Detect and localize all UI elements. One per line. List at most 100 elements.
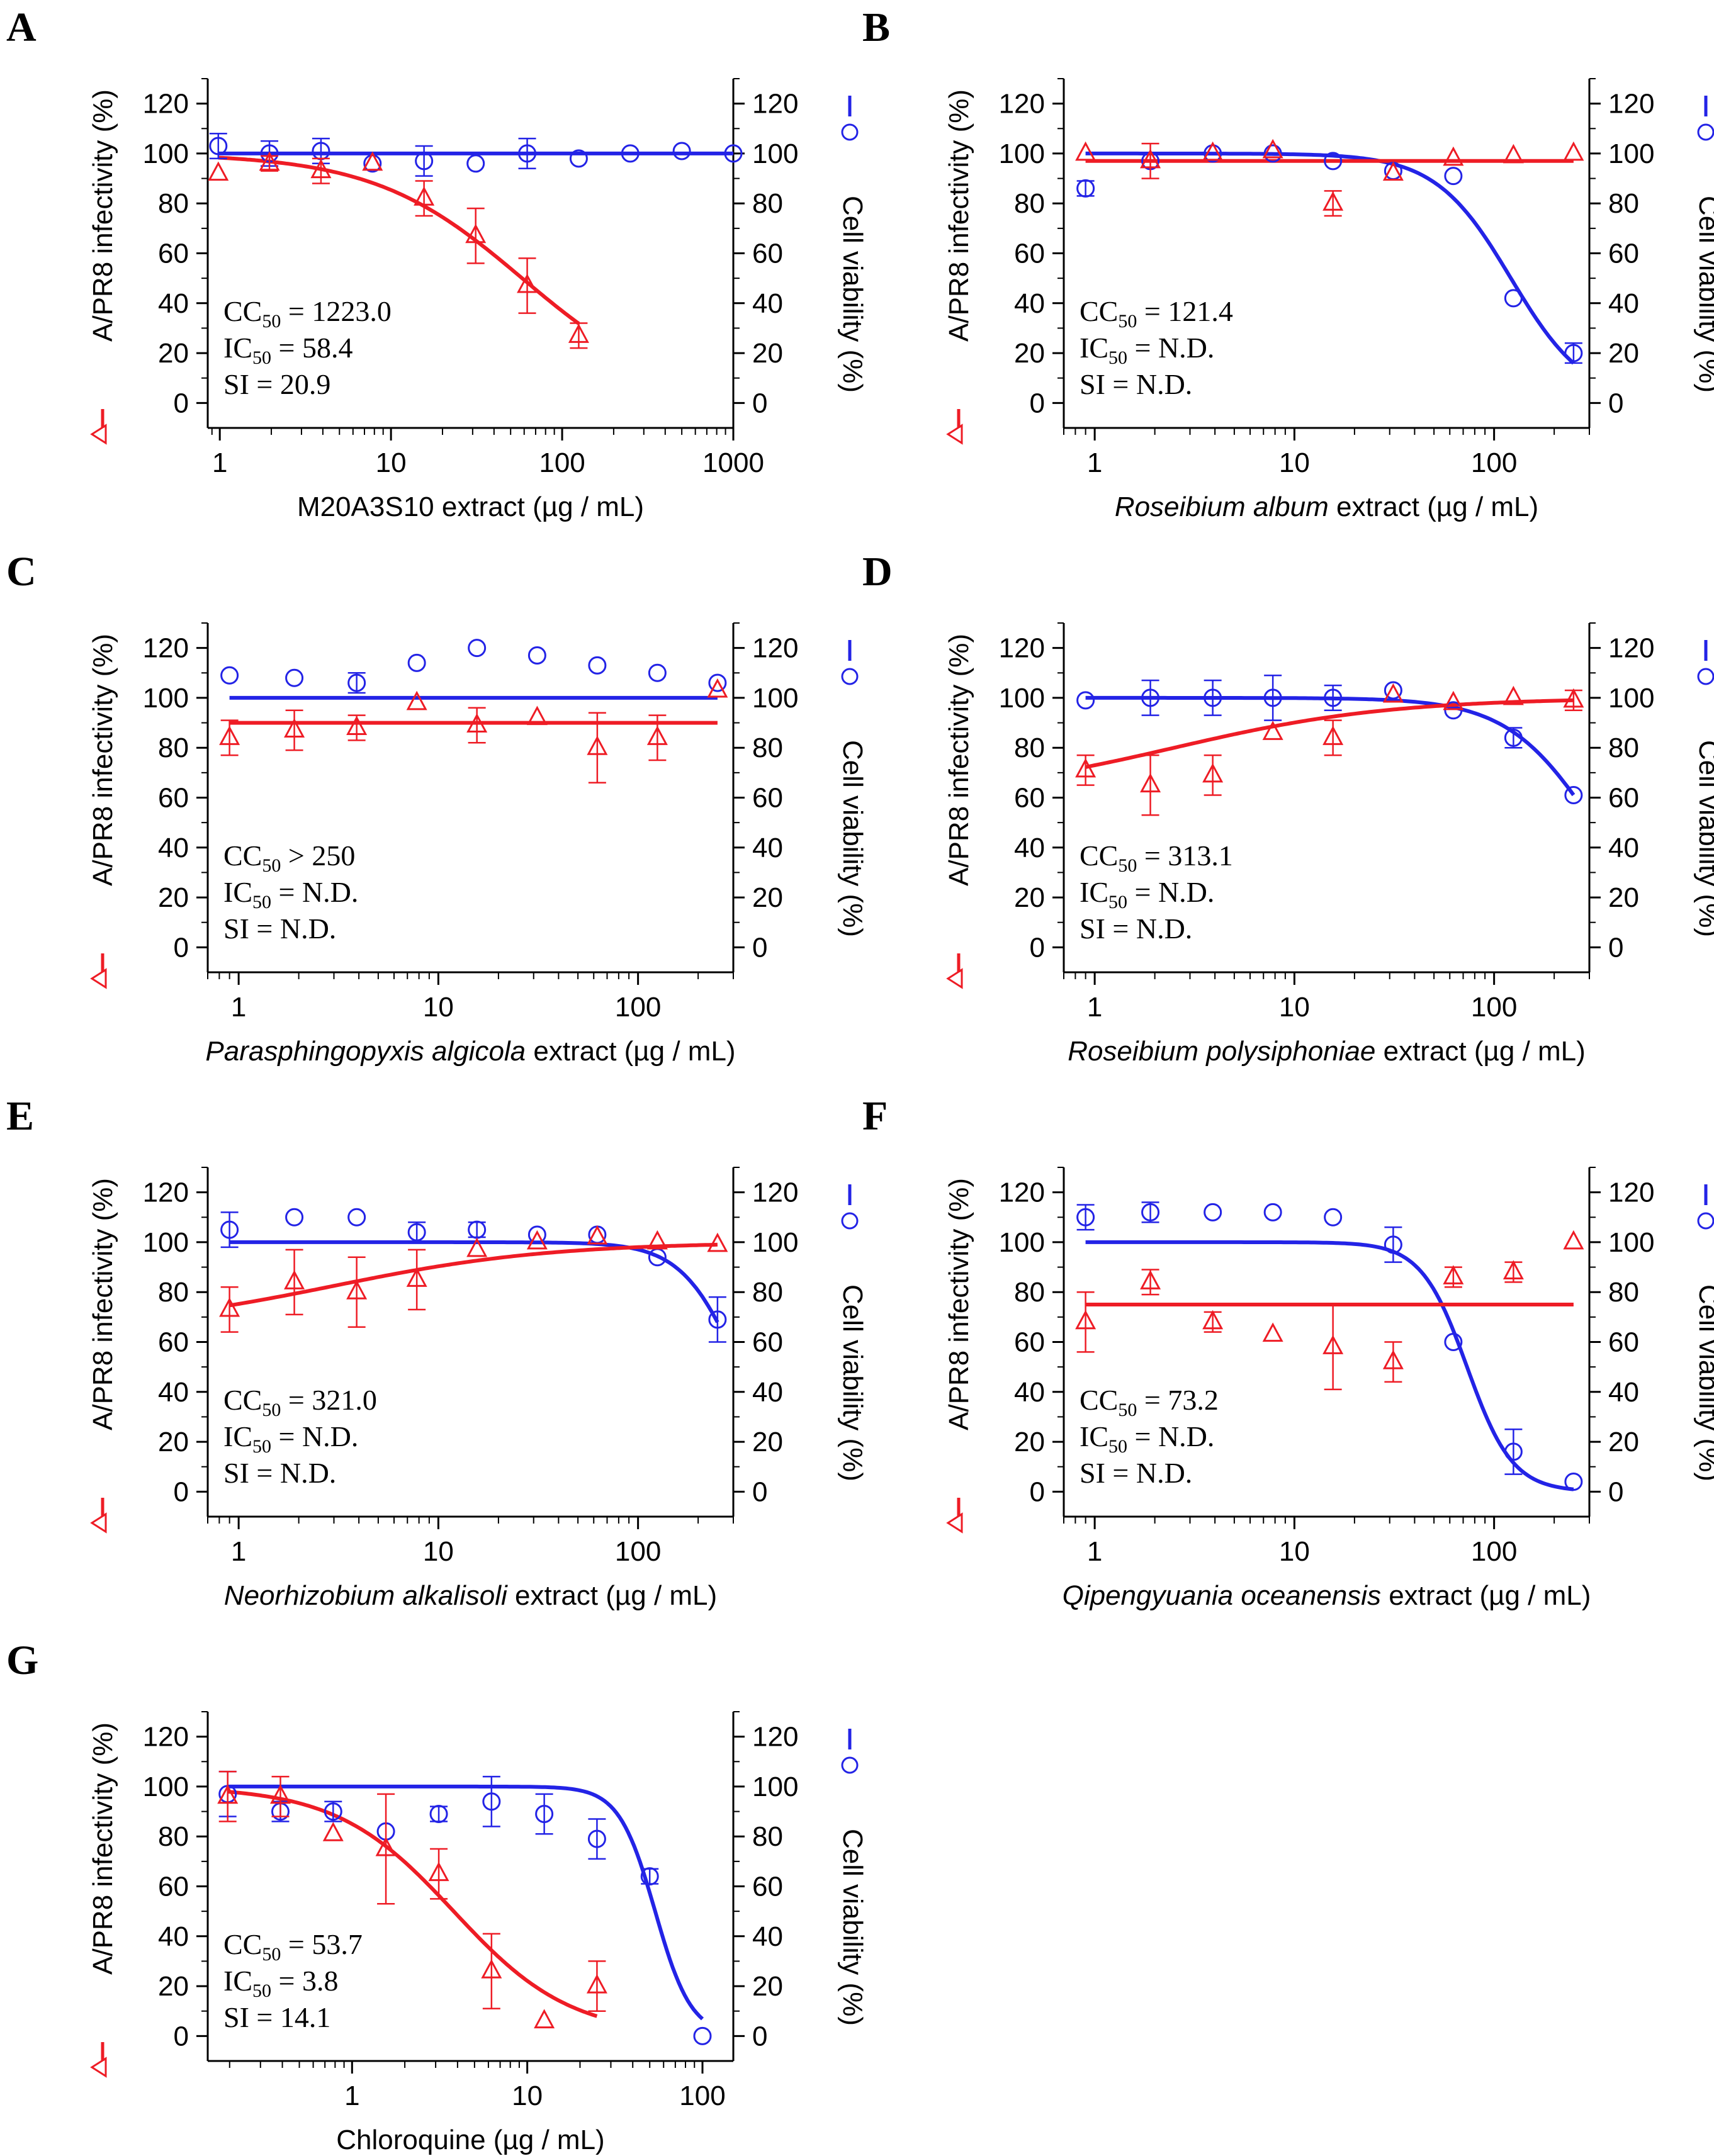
infectivity-point	[481, 1959, 502, 1979]
viability-fit-curve	[1085, 151, 1575, 365]
viability-point	[1076, 1208, 1095, 1227]
viability-point	[1324, 688, 1343, 707]
left-y-tick-label: 120	[999, 1177, 1045, 1208]
left-y-tick-label: 80	[158, 733, 189, 763]
panel-letter: A	[6, 4, 37, 50]
right-y-tick-label: 40	[752, 1377, 783, 1408]
infectivity-fit-curve	[218, 155, 580, 325]
infectivity-point	[322, 1822, 344, 1841]
x-axis-title-unit: extract (µg / mL)	[526, 1036, 735, 1067]
stat-subscript: 50	[1118, 1400, 1137, 1420]
panel-letter: F	[862, 1093, 888, 1139]
left-y-tick-label: 40	[158, 1377, 189, 1408]
viability-point	[1444, 701, 1463, 720]
stat-value: = N.D.	[1127, 876, 1214, 908]
viability-point	[220, 1220, 239, 1239]
x-axis-title: Parasphingopyxis algicola extract (µg / …	[205, 1036, 735, 1067]
left-y-tick-label: 0	[1030, 388, 1045, 418]
left-y-tick-label: 80	[1014, 1277, 1045, 1308]
stat-subscript: 50	[252, 892, 271, 912]
x-tick-label: 100	[615, 992, 661, 1023]
left-y-tick-label: 20	[158, 882, 189, 913]
infectivity-point	[1563, 1230, 1584, 1250]
left-y-tick-label: 100	[999, 1227, 1045, 1258]
infectivity-point	[310, 159, 332, 179]
left-y-tick-label: 20	[158, 338, 189, 369]
stat-line: CC50 = 73.2	[1080, 1384, 1219, 1420]
right-y-tick-label: 40	[1608, 833, 1639, 863]
stat-line: SI = N.D.	[1080, 368, 1192, 400]
viability-point	[1564, 786, 1583, 805]
left-y-tick-label: 20	[1014, 1427, 1045, 1457]
left-y-tick-label: 80	[158, 1821, 189, 1852]
viability-point	[1204, 688, 1222, 707]
stat-label: CC	[223, 1928, 262, 1960]
infectivity-point	[1563, 141, 1584, 161]
infectivity-point	[1140, 1270, 1161, 1289]
stat-label: SI = N.D.	[223, 912, 336, 945]
stat-value: = N.D.	[271, 876, 358, 908]
left-y-tick-label: 0	[174, 388, 189, 418]
left-y-tick-label: 120	[999, 89, 1045, 120]
infectivity-point	[406, 1267, 427, 1287]
stat-value: = 53.7	[281, 1928, 362, 1960]
infectivity-point	[568, 323, 589, 343]
left-y-tick-label: 60	[158, 1872, 189, 1902]
right-axis-title: Cell viability (%)	[837, 740, 868, 937]
infectivity-point	[219, 726, 240, 745]
right-y-tick-label: 100	[752, 138, 798, 169]
x-tick-label: 1	[212, 447, 227, 478]
left-y-tick-label: 100	[143, 1227, 189, 1258]
stat-subscript: 50	[252, 1980, 271, 2001]
left-y-tick-label: 20	[158, 1971, 189, 2002]
infectivity-legend-triangle	[90, 424, 107, 445]
right-y-tick-label: 0	[752, 932, 767, 963]
stat-line: SI = 14.1	[223, 2001, 330, 2033]
stat-subscript: 50	[1118, 855, 1137, 876]
infectivity-point	[587, 736, 608, 755]
stat-label: IC	[223, 1965, 252, 1997]
viability-point	[347, 1208, 366, 1227]
stat-subscript: 50	[252, 347, 271, 368]
stat-subscript: 50	[262, 1944, 281, 1965]
stat-subscript: 50	[1108, 1436, 1127, 1457]
stat-label: SI = N.D.	[1080, 368, 1192, 400]
right-y-tick-label: 20	[1608, 882, 1639, 913]
viability-point	[1564, 344, 1583, 362]
right-y-tick-label: 100	[1608, 138, 1654, 169]
stat-label: SI = 20.9	[223, 368, 330, 400]
infectivity-point	[1322, 726, 1344, 745]
right-y-tick-label: 40	[752, 1921, 783, 1952]
left-y-tick-label: 60	[1014, 239, 1045, 269]
infectivity-point	[1382, 683, 1404, 703]
right-y-tick-label: 0	[752, 2021, 767, 2052]
stat-value: = 321.0	[281, 1384, 376, 1416]
left-y-tick-label: 60	[158, 239, 189, 269]
stat-subscript: 50	[1108, 347, 1127, 368]
left-y-tick-label: 120	[143, 1177, 189, 1208]
viability-point	[285, 668, 304, 687]
stat-line: CC50 > 250	[223, 839, 355, 876]
stat-value: = 121.4	[1137, 295, 1232, 327]
viability-point	[1564, 1473, 1583, 1491]
infectivity-point	[1262, 1322, 1283, 1342]
x-tick-label: 10	[376, 447, 407, 478]
x-tick-label: 10	[512, 2080, 543, 2111]
stat-value: = N.D.	[1127, 332, 1214, 364]
right-y-tick-label: 80	[1608, 1277, 1639, 1308]
right-axis-title: Cell viability (%)	[1693, 196, 1714, 393]
infectivity-point	[346, 1280, 368, 1300]
left-y-tick-label: 0	[174, 2021, 189, 2052]
left-y-tick-label: 100	[999, 683, 1045, 714]
left-axis-title: A/PR8 infectivity (%)	[87, 89, 118, 342]
right-y-tick-label: 100	[1608, 683, 1654, 714]
stat-value: = 313.1	[1137, 839, 1232, 872]
stat-subscript: 50	[262, 855, 281, 876]
infectivity-legend-triangle	[946, 424, 963, 445]
infectivity-legend-triangle	[946, 1512, 963, 1534]
stat-line: CC50 = 1223.0	[223, 295, 392, 332]
stat-line: IC50 = N.D.	[1080, 1420, 1214, 1457]
right-y-tick-label: 40	[752, 288, 783, 319]
